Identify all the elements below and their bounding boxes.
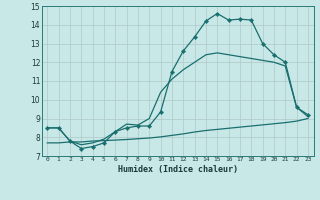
X-axis label: Humidex (Indice chaleur): Humidex (Indice chaleur) bbox=[118, 165, 237, 174]
